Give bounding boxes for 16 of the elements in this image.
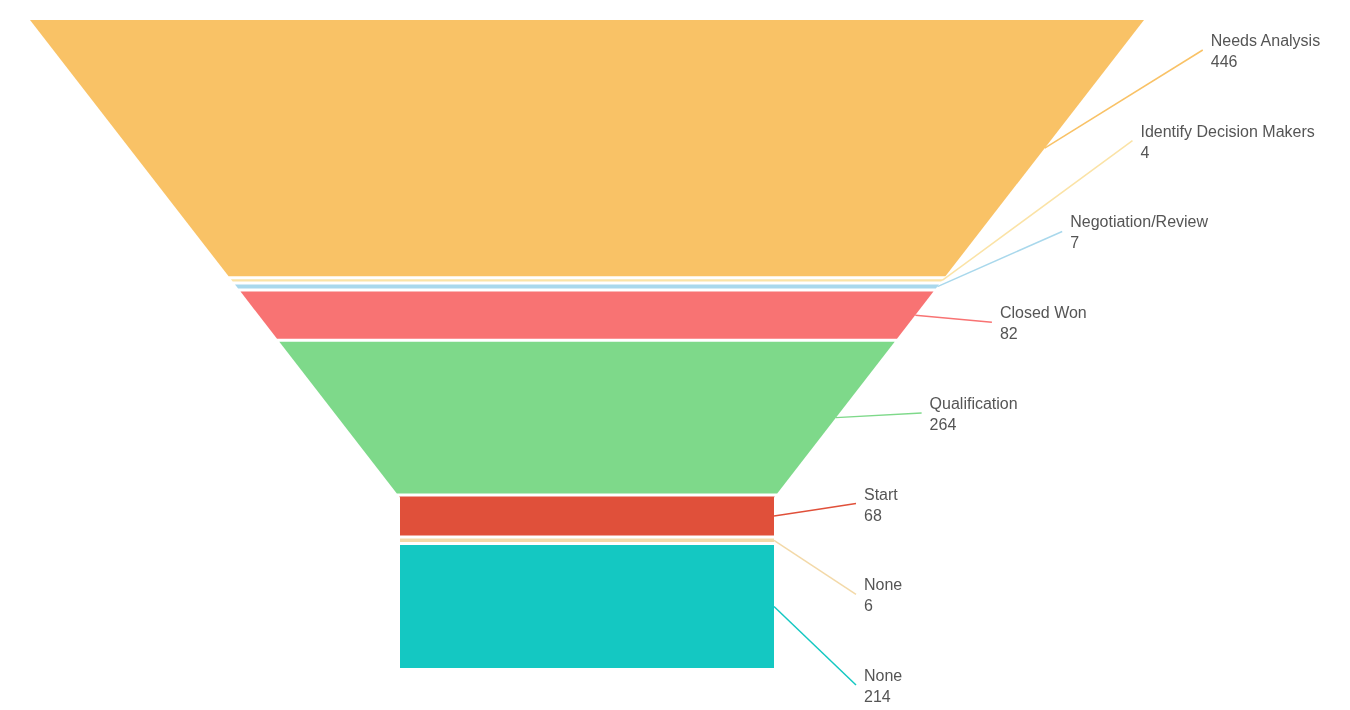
category-label: Needs Analysis [1210,32,1321,49]
category-label: Negotiation/Review [1070,213,1209,231]
data-label: 6 [864,597,873,615]
data-label: 4 [1140,143,1150,161]
category-label: Qualification [929,394,1018,412]
data-label: 214 [864,688,891,706]
category-label: Closed Won [999,304,1087,322]
category-label: Identify Decision Makers [1140,122,1315,140]
category-label: Start [864,485,899,503]
data-label: 68 [864,506,882,524]
data-label: 82 [999,325,1018,343]
category-label: None [864,667,903,685]
data-label: 7 [1070,234,1080,252]
data-label: 264 [929,415,957,433]
data-label: 446 [1210,53,1238,70]
category-label: None [864,576,903,594]
